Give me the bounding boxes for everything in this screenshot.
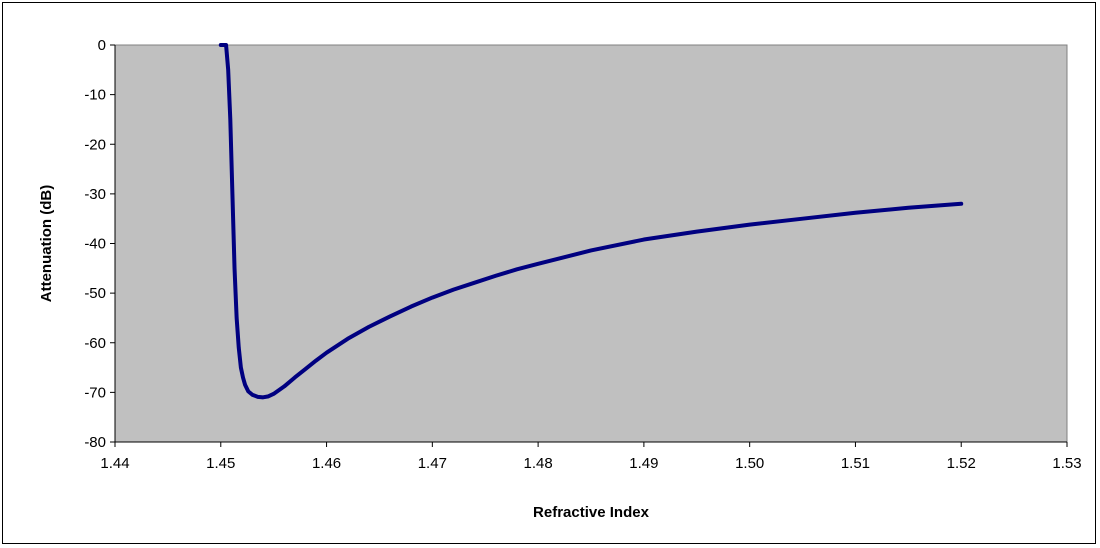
data-point xyxy=(589,249,593,252)
data-point xyxy=(239,366,243,369)
data-point xyxy=(367,325,371,329)
data-point xyxy=(388,315,392,318)
data-point xyxy=(325,351,328,354)
data-point xyxy=(536,262,540,266)
data-point xyxy=(241,376,245,379)
data-point xyxy=(494,274,497,277)
x-axis-title: Refractive Index xyxy=(533,504,650,521)
data-point xyxy=(409,305,413,308)
plot-area xyxy=(114,44,1068,443)
data-point xyxy=(235,316,238,320)
data-point xyxy=(748,223,751,226)
y-axis-title: Attenuation (dB) xyxy=(38,185,55,302)
series-line xyxy=(218,43,964,400)
data-point xyxy=(431,296,434,299)
x-tick-label: 1.49 xyxy=(629,455,658,472)
y-tick-label: -40 xyxy=(84,236,106,253)
data-point xyxy=(237,346,240,349)
x-tick-label: 1.50 xyxy=(735,455,764,472)
data-point xyxy=(247,390,250,393)
x-tick-label: 1.45 xyxy=(206,455,235,472)
data-point xyxy=(314,359,318,362)
x-tick-label: 1.53 xyxy=(1052,455,1081,472)
data-point xyxy=(515,268,519,271)
x-tick-label: 1.48 xyxy=(524,455,553,472)
y-tick-label: -60 xyxy=(84,335,106,352)
data-point xyxy=(801,217,804,220)
y-tick-label: -50 xyxy=(84,285,106,302)
data-point xyxy=(473,281,476,284)
data-point xyxy=(261,396,265,399)
data-point xyxy=(226,68,230,72)
y-tick-label: -30 xyxy=(84,186,106,203)
x-tick-label: 1.52 xyxy=(947,455,976,472)
y-tick-label: -20 xyxy=(84,136,106,153)
data-point xyxy=(224,43,228,47)
data-point xyxy=(251,393,254,397)
x-tick-label: 1.51 xyxy=(841,455,870,472)
data-point xyxy=(219,43,222,47)
y-tick-label: -70 xyxy=(84,384,106,401)
data-point xyxy=(907,206,910,209)
y-tick-label: -10 xyxy=(84,87,106,104)
data-point xyxy=(695,230,698,233)
data-point xyxy=(231,192,234,196)
data-point xyxy=(272,392,275,396)
data-point xyxy=(229,118,232,121)
data-point xyxy=(243,383,247,387)
data-point xyxy=(960,202,963,205)
x-tick-label: 1.46 xyxy=(312,455,341,472)
y-tick-label: -80 xyxy=(84,434,106,451)
data-point xyxy=(293,376,297,379)
data-point xyxy=(452,288,455,291)
data-point xyxy=(642,238,646,241)
x-tick-label: 1.44 xyxy=(100,455,129,472)
data-point xyxy=(304,367,307,371)
data-point xyxy=(233,267,236,270)
series-layer xyxy=(218,43,964,400)
data-point xyxy=(283,385,286,388)
y-tick-label: 0 xyxy=(98,37,106,54)
data-point xyxy=(256,395,259,399)
x-tick-label: 1.47 xyxy=(418,455,447,472)
y-axis: 0 -10 -20 -30 -40 -50 -60 -70 -80 xyxy=(84,37,116,451)
data-point xyxy=(346,337,349,340)
data-point xyxy=(854,211,857,214)
data-point xyxy=(267,395,270,398)
x-axis: 1.44 1.45 1.46 1.47 1.48 1.49 1.50 1.51 1.52 1.53 xyxy=(100,441,1082,472)
